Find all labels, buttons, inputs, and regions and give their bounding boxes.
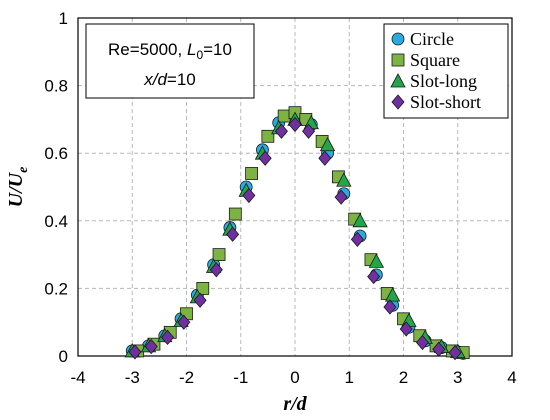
legend-item-slot-short: Slot-short	[391, 92, 481, 112]
data-point-diamond	[448, 345, 462, 361]
annotation-box: Re=5000, L0=10 x/d=10	[85, 23, 255, 99]
data-point-diamond	[177, 314, 191, 330]
data-series	[124, 106, 470, 361]
data-point-diamond	[226, 226, 240, 242]
data-point-triangle	[368, 253, 385, 268]
annotation-xd-var: x/d	[143, 70, 167, 89]
legend-frame	[383, 23, 509, 119]
data-point-diamond	[144, 338, 158, 355]
data-point-diamond	[242, 187, 256, 204]
annotation-l-sub: 0	[196, 48, 203, 62]
x-tick-label: -1	[233, 368, 248, 387]
y-tick-label: 0.8	[44, 77, 68, 96]
data-point-diamond	[334, 189, 348, 205]
x-tick-label: 4	[507, 368, 516, 387]
data-point-diamond	[258, 150, 272, 166]
legend-marker-square	[391, 53, 405, 67]
series-slot-short	[128, 116, 462, 361]
data-point-diamond	[302, 123, 316, 139]
y-tick-labels: 0 0.2 0.4 0.6 0.8 1	[44, 9, 68, 366]
x-tick-labels: -4 -3 -2 -1 0 1 2 3 4	[70, 368, 516, 387]
data-point-diamond	[415, 334, 430, 351]
x-tick-label: -2	[179, 368, 194, 387]
legend-label: Circle	[410, 29, 454, 49]
annotation-frame	[85, 23, 255, 99]
data-point-diamond	[160, 329, 175, 346]
annotation-xd-value: =10	[167, 70, 196, 89]
x-tick-label: 0	[290, 368, 299, 387]
data-point-square	[245, 167, 259, 180]
y-axis-title-main: U/U	[5, 171, 27, 207]
data-point-square	[196, 281, 210, 295]
x-tick-label: -3	[125, 368, 140, 387]
y-axis-title-subscript: e	[16, 167, 31, 173]
data-point-square	[212, 248, 226, 262]
data-point-diamond	[288, 116, 302, 133]
legend-marker-triangle	[390, 73, 406, 88]
data-point-triangle	[384, 287, 401, 302]
y-tick-label: 0.4	[44, 212, 68, 231]
data-point-square	[228, 207, 242, 221]
data-point-diamond	[367, 268, 381, 285]
legend-label: Square	[410, 50, 460, 70]
data-point-diamond	[383, 299, 397, 315]
x-axis-title: r/d	[283, 393, 307, 415]
y-axis-title: U/Ue	[5, 167, 31, 208]
data-point-square	[277, 109, 291, 123]
data-point-triangle	[336, 172, 352, 187]
x-tick-label: 3	[453, 368, 462, 387]
legend-item-square: Square	[391, 50, 460, 70]
legend-label: Slot-long	[410, 71, 477, 91]
legend-item-slot-long: Slot-long	[390, 71, 477, 91]
data-point-diamond	[193, 292, 207, 308]
data-point-diamond	[209, 262, 223, 278]
data-point-diamond	[274, 123, 288, 139]
annotation-line-2: x/d=10	[143, 70, 196, 89]
plot-area-frame	[77, 17, 513, 357]
data-point-diamond	[128, 344, 142, 360]
x-tick-label: 2	[399, 368, 408, 387]
data-point-diamond	[432, 341, 446, 357]
data-point-diamond	[318, 150, 332, 166]
y-tick-label: 0.2	[44, 279, 68, 298]
data-point-square	[261, 129, 275, 143]
legend-item-circle: Circle	[391, 29, 454, 49]
legend-marker-diamond	[391, 94, 405, 110]
data-point-triangle	[352, 212, 368, 228]
y-tick-label: 0.6	[44, 144, 68, 163]
x-tick-label: -4	[70, 368, 85, 387]
annotation-re: Re=5000,	[108, 40, 187, 59]
y-tick-label: 1	[59, 9, 68, 28]
data-point-diamond	[350, 231, 364, 248]
annotation-l-var: L	[187, 40, 196, 59]
data-point-triangle	[319, 136, 336, 152]
y-tick-label: 0	[59, 347, 68, 366]
annotation-l-value: =10	[203, 40, 232, 59]
legend-marker-circle	[391, 32, 405, 46]
legend-label: Slot-short	[410, 92, 481, 112]
data-point-diamond	[399, 321, 413, 337]
x-tick-label: 1	[345, 368, 354, 387]
annotation-line-1: Re=5000, L0=10	[108, 40, 232, 62]
